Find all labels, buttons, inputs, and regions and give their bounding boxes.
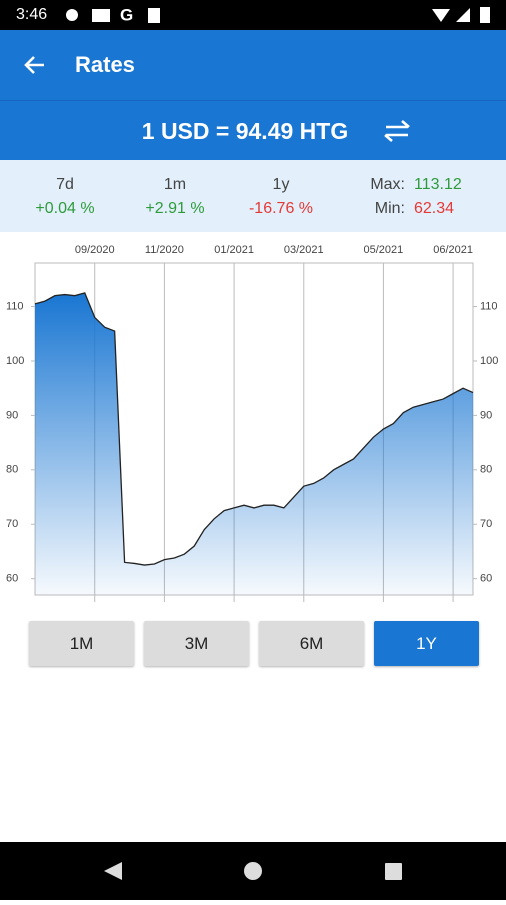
nav-bar (0, 842, 506, 900)
line (34, 292, 474, 566)
stats-panel: 7d +0.04 % 1m +2.91 % 1y -16.76 % Max: 113.12 Mi… (0, 160, 506, 232)
y-tick-label: 60 (6, 573, 18, 585)
y-tick-label: 100 (6, 355, 24, 367)
app-title: Rates (75, 52, 135, 77)
back-button[interactable] (22, 52, 48, 78)
max-label: Max: (370, 176, 405, 193)
y-tick-label-right: 80 (480, 464, 492, 476)
nav-home[interactable] (244, 862, 262, 880)
y-tick-label-right: 70 (480, 518, 492, 530)
x-tick-label: 11/2020 (145, 244, 184, 256)
range-button[interactable]: 3M (144, 621, 249, 666)
nav-icons (104, 862, 402, 880)
status-icons: G (66, 5, 160, 24)
nav-recents[interactable] (385, 863, 402, 880)
status-bar: 3:46 G (0, 0, 506, 30)
range-button[interactable]: 1Y (374, 621, 479, 666)
app-bar: Rates (0, 30, 506, 100)
range-button[interactable]: 6M (259, 621, 364, 666)
max-value: 113.12 (414, 176, 462, 193)
y-tick-label-right: 90 (480, 409, 492, 421)
y-tick-label: 80 (6, 464, 18, 476)
x-tick-label: 06/2021 (433, 244, 473, 256)
svg-text:G: G (120, 5, 133, 24)
y-tick-label: 70 (6, 518, 18, 530)
y-tick-label: 90 (6, 409, 18, 421)
x-tick-label: 09/2020 (75, 244, 115, 256)
stat-value: +2.91 % (145, 200, 205, 217)
x-tick-label: 03/2021 (284, 244, 324, 256)
chart: 09/2020 11/2020 01/2021 03/2021 05/2021 06/20… (6, 244, 498, 602)
y-tick-label-right: 110 (480, 300, 498, 312)
system-icons (432, 7, 490, 23)
y-tick-label-right: 100 (480, 355, 498, 367)
nav-back[interactable] (104, 862, 122, 880)
stat-value: -16.76 % (248, 200, 314, 217)
area (35, 292, 473, 595)
range-button[interactable]: 1M (29, 621, 134, 666)
y-tick-label-right: 60 (480, 573, 492, 585)
min-value: 62.34 (414, 200, 455, 217)
x-tick-label: 05/2021 (364, 244, 404, 256)
stat-label: 1m (163, 176, 187, 193)
stat-label: 7d (56, 176, 74, 193)
y-tick-label: 110 (6, 300, 24, 312)
min-label: Min: (374, 200, 405, 217)
x-tick-label: 01/2021 (214, 244, 254, 256)
clock: 3:46 (16, 6, 48, 23)
stat-value: +0.04 % (35, 200, 95, 217)
rate-bar: 1 USD = 94.49 HTG (0, 100, 506, 160)
swap-button[interactable] (384, 118, 412, 144)
stat-label: 1y (272, 176, 290, 193)
rate-text: 1 USD = 94.49 HTG (141, 118, 349, 144)
